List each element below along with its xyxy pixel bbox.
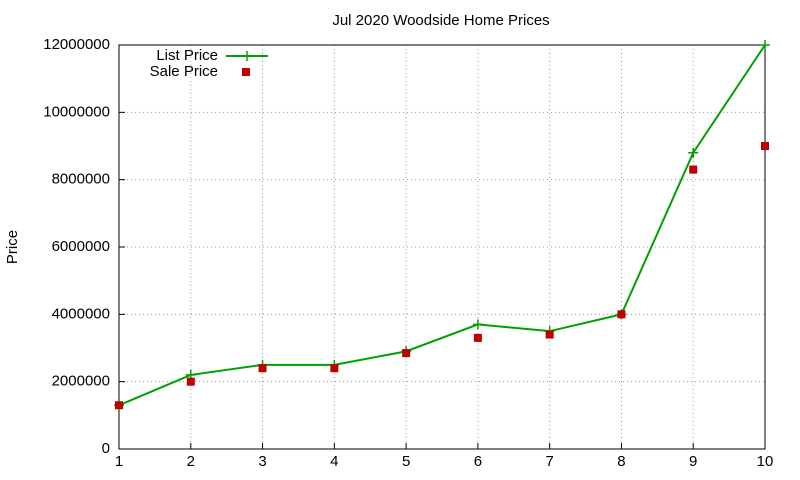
y-tick-label: 12000000	[43, 36, 110, 53]
x-tick-label: 4	[330, 453, 338, 470]
point	[258, 364, 267, 373]
x-tick-label: 7	[545, 453, 553, 470]
x-tick-label: 6	[474, 453, 482, 470]
x-tick-label: 1	[115, 453, 123, 470]
legend-label: List Price	[156, 47, 218, 64]
y-tick-label: 4000000	[52, 305, 110, 322]
point	[473, 333, 482, 342]
point	[617, 310, 626, 319]
point	[330, 364, 339, 373]
y-axis-label: Price	[4, 230, 21, 264]
x-tick-label: 2	[187, 453, 195, 470]
point	[761, 142, 769, 150]
chart-title: Jul 2020 Woodside Home Prices	[332, 12, 549, 29]
y-tick-label: 2000000	[52, 373, 110, 390]
y-tick-label: 10000000	[43, 103, 110, 120]
plot-border	[118, 44, 766, 450]
point	[545, 330, 554, 339]
point	[689, 165, 698, 174]
x-tick-label: 5	[402, 453, 410, 470]
y-tick-label: 0	[102, 440, 110, 457]
point	[186, 377, 195, 386]
x-tick-label: 3	[258, 453, 266, 470]
legend-marker	[242, 51, 252, 61]
y-tick-label: 8000000	[52, 171, 110, 188]
point	[472, 319, 483, 330]
y-tick-label: 6000000	[52, 238, 110, 255]
point	[760, 40, 770, 50]
series-line	[118, 44, 766, 407]
x-tick-label: 9	[689, 453, 697, 470]
point	[688, 147, 699, 158]
point	[115, 401, 123, 410]
point	[402, 349, 411, 358]
legend-label: Sale Price	[150, 63, 218, 80]
legend-marker	[242, 68, 250, 76]
x-tick-label: 10	[757, 453, 774, 470]
x-tick-label: 8	[617, 453, 625, 470]
